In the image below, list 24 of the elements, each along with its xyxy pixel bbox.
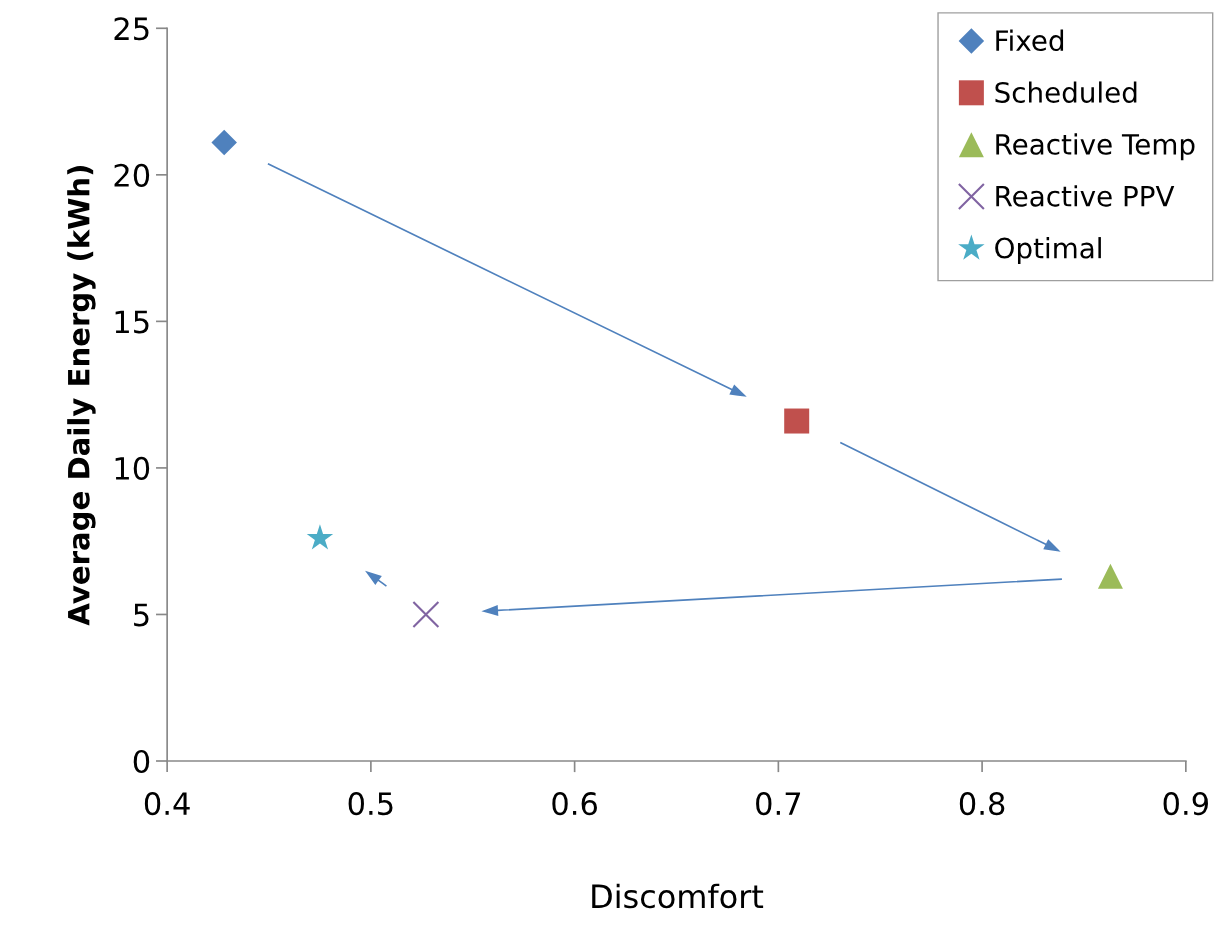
y-tick-label: 25 (114, 17, 149, 41)
x-tick-label: 0.9 (1163, 792, 1208, 816)
y-axis-title: Average Daily Energy (kWh) (67, 166, 96, 626)
point (211, 129, 237, 156)
y-tick-label: 20 (114, 163, 150, 187)
point (1097, 563, 1123, 589)
legend-label: Reactive Temp (996, 133, 1195, 161)
x-axis-title: Discomfort (592, 883, 764, 909)
x-tick-label: 0.6 (552, 792, 597, 816)
legend-label: Scheduled (995, 81, 1137, 103)
y-tick-label: 0 (133, 749, 150, 774)
x-tick-label: 0.8 (959, 792, 1005, 816)
x-tick-label: 0.5 (348, 792, 393, 816)
point (306, 524, 334, 550)
point (412, 600, 440, 628)
point (784, 408, 810, 434)
legend-label: Reactive PPV (996, 185, 1175, 207)
y-tick-label: 10 (115, 456, 150, 480)
y-tick-label: 15 (115, 310, 149, 334)
legend-label: Fixed (996, 29, 1064, 52)
x-tick-label: 0.7 (756, 792, 801, 816)
legend-label: Optimal (995, 237, 1101, 264)
x-tick-label: 0.4 (144, 792, 190, 816)
y-tick-label: 5 (134, 603, 149, 627)
